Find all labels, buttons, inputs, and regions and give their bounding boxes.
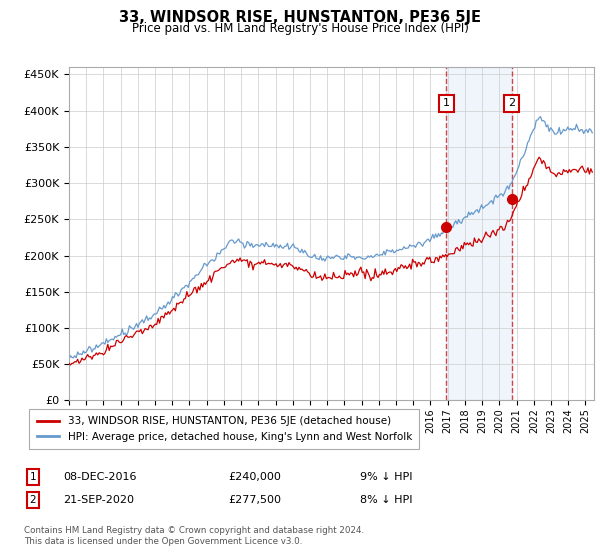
Text: £240,000: £240,000: [228, 472, 281, 482]
Text: 33, WINDSOR RISE, HUNSTANTON, PE36 5JE: 33, WINDSOR RISE, HUNSTANTON, PE36 5JE: [119, 10, 481, 25]
Text: Price paid vs. HM Land Registry's House Price Index (HPI): Price paid vs. HM Land Registry's House …: [131, 22, 469, 35]
Bar: [446, 67, 512, 400]
Text: 9% ↓ HPI: 9% ↓ HPI: [360, 472, 413, 482]
Text: Contains HM Land Registry data © Crown copyright and database right 2024.
This d: Contains HM Land Registry data © Crown c…: [24, 526, 364, 546]
Text: 2: 2: [508, 99, 515, 109]
Text: 2: 2: [29, 495, 37, 505]
Text: 8% ↓ HPI: 8% ↓ HPI: [360, 495, 413, 505]
Text: 21-SEP-2020: 21-SEP-2020: [63, 495, 134, 505]
Text: 1: 1: [443, 99, 450, 109]
Text: 08-DEC-2016: 08-DEC-2016: [63, 472, 137, 482]
Text: £277,500: £277,500: [228, 495, 281, 505]
Text: 1: 1: [29, 472, 37, 482]
Legend: 33, WINDSOR RISE, HUNSTANTON, PE36 5JE (detached house), HPI: Average price, det: 33, WINDSOR RISE, HUNSTANTON, PE36 5JE (…: [29, 409, 419, 449]
